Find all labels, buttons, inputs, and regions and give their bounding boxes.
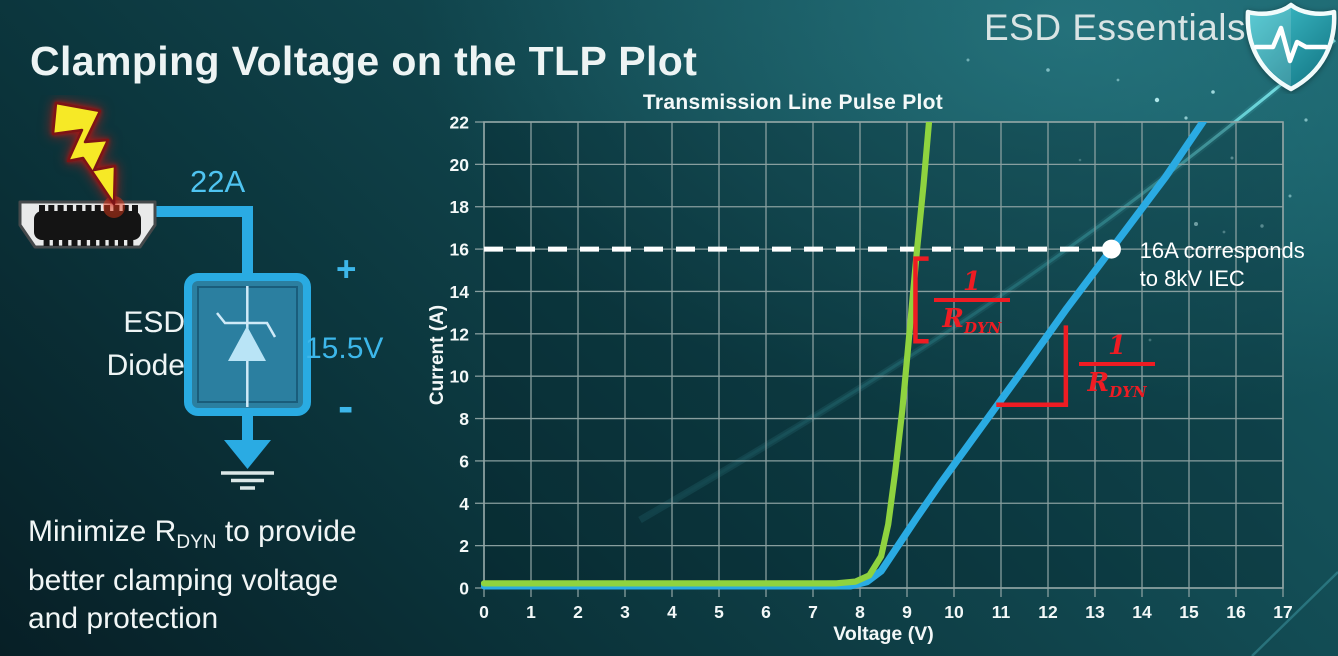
x-tick-label: 6 xyxy=(761,602,771,622)
marker-annotation: 16A corresponds to 8kV IEC xyxy=(1139,238,1305,292)
x-tick-label: 8 xyxy=(855,602,865,622)
clamp-voltage-label: 15.5V xyxy=(305,332,384,365)
ground-icon xyxy=(221,410,274,490)
esd-circuit-diagram xyxy=(18,101,311,490)
y-tick-label: 14 xyxy=(450,282,470,302)
x-tick-label: 10 xyxy=(944,602,964,622)
y-tick-label: 20 xyxy=(450,155,470,175)
minus-polarity-label: - xyxy=(338,380,354,432)
y-tick-label: 18 xyxy=(450,197,470,217)
hdmi-connector-icon xyxy=(18,196,157,249)
y-axis-title: Current (A) xyxy=(427,305,448,405)
y-tick-label: 8 xyxy=(459,409,469,429)
x-tick-label: 14 xyxy=(1132,602,1152,622)
corner-light-streak xyxy=(1251,571,1338,656)
marker-dot xyxy=(1101,239,1121,259)
y-tick-label: 22 xyxy=(450,113,470,133)
y-tick-label: 16 xyxy=(450,240,470,260)
y-tick-label: 0 xyxy=(459,579,469,599)
x-tick-label: 5 xyxy=(714,602,724,622)
x-tick-label: 12 xyxy=(1038,602,1058,622)
plot-border xyxy=(483,121,1284,589)
green-curve xyxy=(481,122,933,587)
x-tick-label: 17 xyxy=(1273,602,1292,622)
x-tick-label: 13 xyxy=(1085,602,1105,622)
esd-diode-label: ESD Diode xyxy=(106,306,185,382)
y-tick-label: 10 xyxy=(450,367,470,387)
x-tick-label: 11 xyxy=(992,602,1011,622)
note-line-2: better clamping voltage xyxy=(28,564,339,597)
gridlines xyxy=(475,121,1284,597)
surge-current-label: 22A xyxy=(190,164,246,199)
x-tick-label: 7 xyxy=(808,602,818,622)
brand-wordmark: ESD Essentials xyxy=(984,7,1246,48)
blue-slope-fraction-label: 1 RDYN xyxy=(1079,333,1156,407)
wire xyxy=(155,206,253,281)
tvs-diode-symbol xyxy=(216,286,277,407)
shield-pulse-logo-icon xyxy=(1245,2,1337,92)
y-tick-label: 12 xyxy=(450,324,470,344)
green-slope-indicator xyxy=(913,256,929,344)
y-tick-label: 2 xyxy=(459,536,469,556)
takeaway-note: Minimize RDYN to provide better clamping… xyxy=(28,513,357,638)
x-tick-label: 16 xyxy=(1226,602,1246,622)
note-line-3: and protection xyxy=(28,602,219,635)
x-tick-label: 0 xyxy=(479,602,489,622)
plot-area xyxy=(484,122,1283,588)
x-tick-label: 3 xyxy=(620,602,630,622)
y-tick-label: 4 xyxy=(459,494,469,514)
x-axis-title: Voltage (V) xyxy=(833,623,933,645)
x-tick-label: 9 xyxy=(902,602,912,622)
green-slope-fraction-label: 1 RDYN xyxy=(933,269,1010,343)
x-tick-label: 1 xyxy=(526,602,536,622)
x-tick-label: 2 xyxy=(573,602,583,622)
x-tick-label: 4 xyxy=(667,602,677,622)
blue-slope-indicator xyxy=(996,325,1069,408)
lightning-bolt-icon xyxy=(51,101,117,206)
plus-polarity-label: + xyxy=(336,250,357,289)
y-tick-label: 6 xyxy=(459,451,469,471)
tlp-chart: Transmission Line Pulse Plot 0 2 4 6 8 10 12 14… xyxy=(420,85,1338,656)
chart-title: Transmission Line Pulse Plot xyxy=(642,91,944,114)
note-line-1: Minimize RDYN to provide xyxy=(28,515,357,553)
page-title: Clamping Voltage on the TLP Plot xyxy=(30,38,698,85)
x-tick-label: 15 xyxy=(1179,602,1199,622)
